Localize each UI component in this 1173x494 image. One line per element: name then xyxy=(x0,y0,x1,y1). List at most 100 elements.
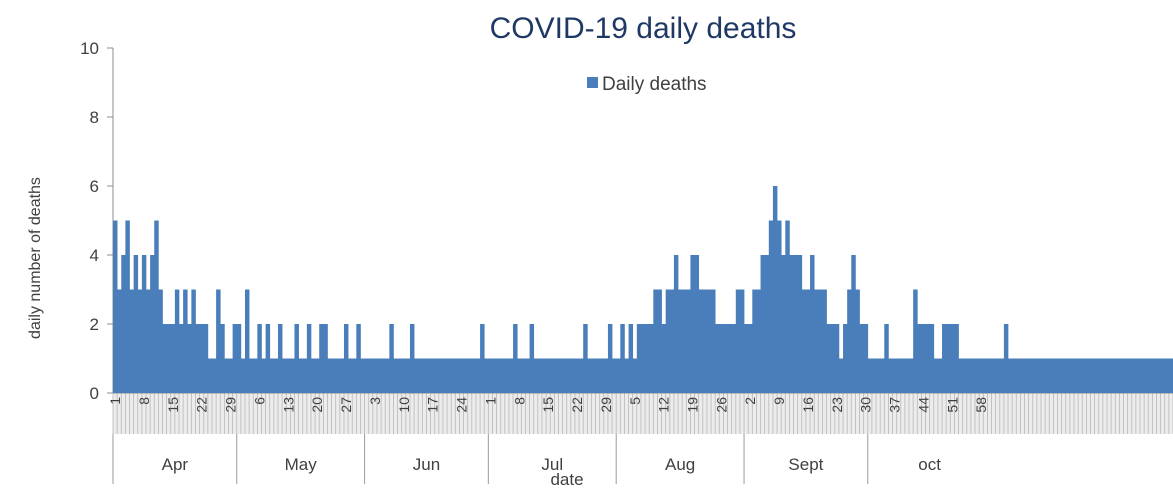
bar xyxy=(661,324,667,393)
y-tick-label: 6 xyxy=(90,177,99,196)
bar xyxy=(459,358,464,393)
bar xyxy=(892,358,898,393)
bar xyxy=(867,358,873,393)
bar xyxy=(183,289,188,393)
bar xyxy=(418,358,423,393)
bar xyxy=(624,358,629,393)
bar xyxy=(414,358,419,393)
bar xyxy=(463,358,469,393)
bar xyxy=(488,358,493,393)
bar xyxy=(818,289,823,393)
bar xyxy=(236,324,242,393)
bar xyxy=(492,358,497,393)
bar xyxy=(240,358,246,393)
bar xyxy=(909,358,914,393)
bar xyxy=(900,358,906,393)
y-axis: 0 2 4 6 8 10 xyxy=(80,39,114,403)
bar xyxy=(1102,358,1108,393)
x-axis-tick-band xyxy=(112,392,1173,434)
bar xyxy=(777,220,782,393)
bar xyxy=(554,358,559,393)
bar xyxy=(154,220,159,393)
bar xyxy=(348,358,353,393)
bar xyxy=(286,358,291,393)
bar xyxy=(331,358,337,393)
bar xyxy=(632,358,638,393)
bar xyxy=(533,358,539,393)
bar xyxy=(797,255,803,393)
bar xyxy=(409,324,415,393)
bar xyxy=(327,358,332,393)
bar xyxy=(550,358,555,393)
bar xyxy=(1003,324,1009,393)
bar xyxy=(1140,358,1145,393)
x-tick-label: 26 xyxy=(713,397,729,413)
bar xyxy=(1115,358,1120,393)
bar xyxy=(814,289,819,393)
bar xyxy=(496,358,502,393)
bar xyxy=(269,358,275,393)
bar xyxy=(117,289,122,393)
bar xyxy=(335,358,341,393)
x-tick-label: 8 xyxy=(136,397,152,405)
bar xyxy=(451,358,456,393)
month-label: Jul xyxy=(541,455,563,474)
bar xyxy=(1144,358,1149,393)
bar xyxy=(657,289,662,393)
x-tick-label: 5 xyxy=(627,397,643,405)
chart-title: COVID-19 daily deaths xyxy=(490,12,797,45)
y-tick-label: 8 xyxy=(90,108,99,127)
bar xyxy=(315,358,320,393)
bar xyxy=(323,324,328,393)
bar xyxy=(364,358,370,393)
bar xyxy=(277,324,283,393)
bar xyxy=(851,255,856,393)
bar xyxy=(298,358,304,393)
bar xyxy=(917,324,922,393)
bar xyxy=(785,220,790,393)
x-tick-label: 22 xyxy=(569,397,585,413)
bar xyxy=(937,358,943,393)
bars xyxy=(113,186,1173,393)
bar xyxy=(137,289,143,393)
x-tick-label: 1 xyxy=(482,397,498,405)
bar xyxy=(447,358,452,393)
bar xyxy=(599,358,605,393)
x-tick-label: 10 xyxy=(396,397,412,413)
bar xyxy=(166,324,172,393)
bar xyxy=(1024,358,1029,393)
bar xyxy=(1032,358,1038,393)
bar xyxy=(871,358,877,393)
x-tick-label: 20 xyxy=(309,397,325,413)
bar xyxy=(1053,358,1058,393)
bar xyxy=(970,358,976,393)
bar xyxy=(768,220,774,393)
bar xyxy=(211,358,217,393)
bar xyxy=(1111,358,1116,393)
bar xyxy=(265,324,271,393)
bar xyxy=(587,358,592,393)
bar xyxy=(793,255,799,393)
bar xyxy=(801,289,807,393)
bar xyxy=(484,358,489,393)
bar xyxy=(1065,358,1071,393)
bar xyxy=(376,358,382,393)
bar xyxy=(1098,358,1104,393)
bar xyxy=(1020,358,1025,393)
bar xyxy=(983,358,988,393)
bar xyxy=(471,358,477,393)
bar xyxy=(249,358,254,393)
bar xyxy=(397,358,403,393)
bar xyxy=(1074,358,1079,393)
bar xyxy=(529,324,535,393)
x-tick-label: 24 xyxy=(454,397,470,413)
bar xyxy=(368,358,374,393)
bar xyxy=(636,324,642,393)
bar xyxy=(1127,358,1133,393)
bar xyxy=(195,324,200,393)
x-tick-label: 13 xyxy=(280,397,296,413)
bar xyxy=(723,324,728,393)
bar xyxy=(228,358,233,393)
bar xyxy=(203,324,209,393)
bar xyxy=(541,358,547,393)
